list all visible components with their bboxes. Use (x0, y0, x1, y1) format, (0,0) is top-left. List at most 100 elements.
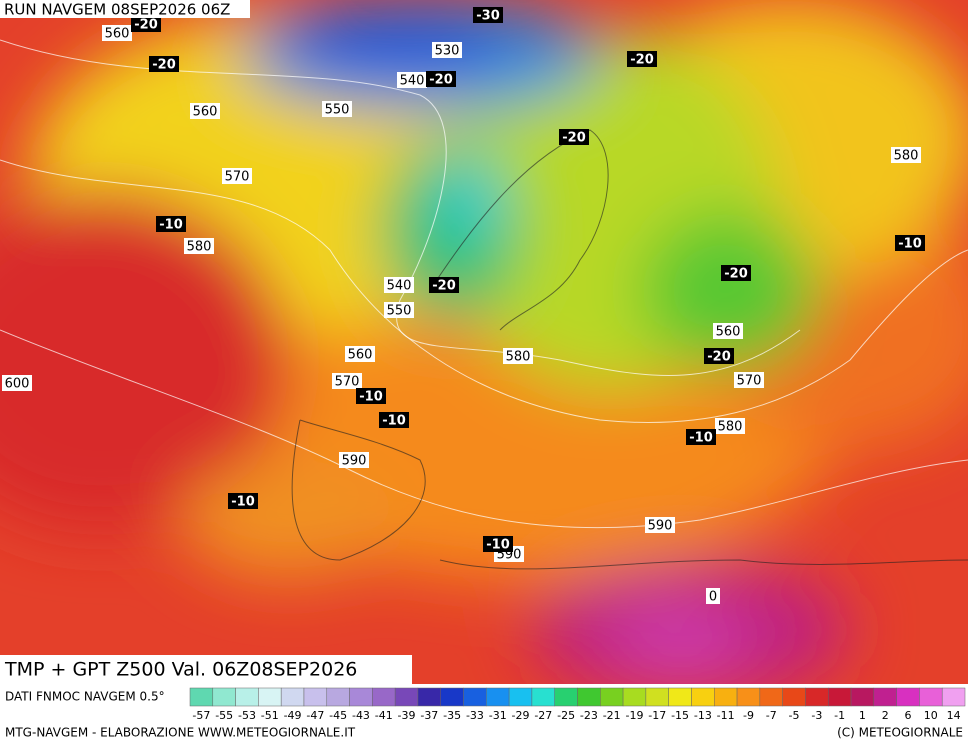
scale-swatch (714, 687, 738, 707)
coastlines (291, 129, 968, 570)
temperature-label-box (356, 388, 386, 404)
geopotential-label: 580 (718, 420, 743, 435)
scale-swatch (394, 687, 419, 707)
scale-swatch (919, 687, 943, 707)
scale-swatch (235, 687, 259, 707)
title-box (0, 655, 412, 684)
temperature-label-box (429, 277, 459, 293)
temperature-label-box (156, 216, 186, 232)
scale-label: -47 (306, 709, 324, 722)
geopotential-label: 560 (348, 348, 373, 363)
scale-label: -41 (375, 709, 393, 722)
scale-label: -27 (534, 709, 552, 722)
temperature-label-box (686, 429, 716, 445)
scale-swatch (896, 687, 920, 707)
geopotential-label: 600 (5, 377, 30, 392)
geopotential-label-box (715, 418, 745, 434)
geopotential-label: 540 (387, 279, 412, 294)
scale-swatch (668, 687, 692, 707)
scale-swatch (873, 687, 897, 707)
temperature-label: -20 (134, 18, 158, 33)
temperature-label-box (721, 265, 751, 281)
scale-label: -45 (329, 709, 347, 722)
scale-swatch (189, 687, 214, 707)
geopotential-label-box (432, 42, 462, 58)
geopotential-label: 560 (193, 105, 218, 120)
scale-label: 2 (882, 709, 889, 722)
scale-label: -21 (603, 709, 621, 722)
temperature-label: -30 (476, 9, 500, 24)
scale-label: -17 (648, 709, 666, 722)
temperature-label: -20 (707, 350, 731, 365)
temperature-label-box (704, 348, 734, 364)
scale-label: -31 (489, 709, 507, 722)
scale-label: -19 (626, 709, 644, 722)
temperature-label-box (379, 412, 409, 428)
scale-label: -39 (398, 709, 416, 722)
temperature-label: -10 (486, 538, 510, 553)
geopotential-label: 560 (105, 27, 130, 42)
scale-swatch (600, 687, 624, 707)
geopotential-label: 0 (709, 590, 717, 605)
scale-swatch (736, 687, 761, 707)
temperature-label: -10 (689, 431, 713, 446)
scale-label: -7 (766, 709, 777, 722)
scale-swatch (212, 687, 236, 707)
geopotential-label-box (384, 277, 414, 293)
geopotential-label-box (734, 372, 764, 388)
geopotential-label: 540 (400, 74, 425, 89)
header-box (0, 0, 250, 18)
temperature-label: -20 (562, 131, 586, 146)
geopotential-label-box (384, 302, 414, 318)
scale-swatch (622, 687, 647, 707)
geopotential-label-box (190, 103, 220, 119)
geopotential-label: 530 (435, 44, 460, 59)
temperature-field (0, 0, 968, 700)
scale-label: 14 (947, 709, 961, 722)
temperature-label-box (895, 235, 925, 251)
run-header: RUN NAVGEM 08SEP2026 06Z (4, 1, 230, 19)
scale-swatch (349, 687, 373, 707)
geopotential-label: 570 (335, 375, 360, 390)
temperature-label-box (426, 71, 456, 87)
temperature-label: -10 (898, 237, 922, 252)
geopotential-label-box (397, 72, 427, 88)
scale-label: -55 (215, 709, 233, 722)
scale-swatch (554, 687, 578, 707)
scale-label: -23 (580, 709, 598, 722)
scale-label: -49 (284, 709, 302, 722)
temperature-label: -20 (152, 58, 176, 73)
temperature-label-box (627, 51, 657, 67)
temperature-label-box (228, 493, 258, 509)
geopotential-label-box (503, 348, 533, 364)
scale-swatch (486, 687, 510, 707)
scale-swatch (417, 687, 441, 707)
scale-swatch (645, 687, 669, 707)
temperature-label-box (559, 129, 589, 145)
temperature-label-box (483, 536, 513, 552)
scale-label: -11 (717, 709, 735, 722)
geopotential-label-box (645, 517, 675, 533)
temperature-label-box (131, 16, 161, 32)
scale-swatch (303, 687, 328, 707)
scale-swatch (258, 687, 282, 707)
scale-label: -15 (671, 709, 689, 722)
scale-label: -1 (834, 709, 845, 722)
temperature-label: -20 (724, 267, 748, 282)
geopotential-label: 590 (342, 454, 367, 469)
scale-label: -35 (443, 709, 461, 722)
geopotential-label-box (222, 168, 252, 184)
scale-swatch (463, 687, 487, 707)
scale-label: 1 (859, 709, 866, 722)
scale-swatch (850, 687, 875, 707)
geopotential-label-box (322, 101, 352, 117)
geopotential-label: 550 (387, 304, 412, 319)
scale-swatch (827, 687, 852, 707)
scale-label: -25 (557, 709, 575, 722)
geopotential-label-box (184, 238, 214, 254)
temperature-label: -10 (359, 390, 383, 405)
geopotential-label-box (713, 323, 743, 339)
geopotential-label: 580 (894, 149, 919, 164)
scale-swatch (280, 687, 305, 707)
